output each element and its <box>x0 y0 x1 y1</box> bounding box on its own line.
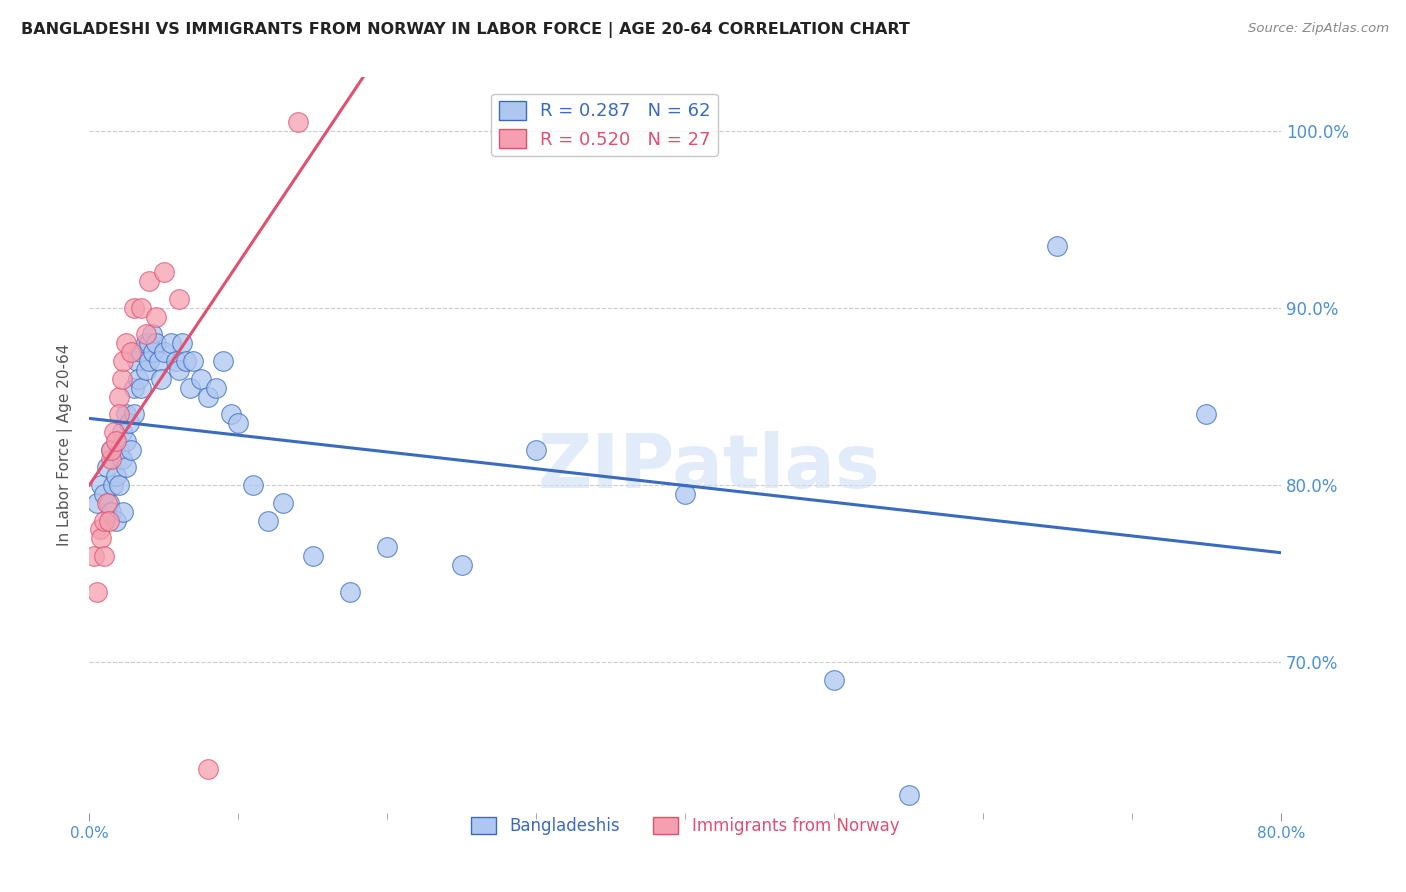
Point <box>219 407 242 421</box>
Point <box>897 789 920 803</box>
Point <box>1195 407 1218 421</box>
Point <box>118 416 141 430</box>
Point <box>339 584 361 599</box>
Point <box>120 345 142 359</box>
Point <box>112 505 135 519</box>
Point <box>524 442 547 457</box>
Point <box>148 354 170 368</box>
Point <box>1046 239 1069 253</box>
Point <box>100 442 122 457</box>
Point <box>167 292 190 306</box>
Point <box>138 274 160 288</box>
Point <box>160 336 183 351</box>
Point <box>823 673 845 688</box>
Point <box>152 345 174 359</box>
Point <box>197 390 219 404</box>
Point <box>149 372 172 386</box>
Point <box>170 336 193 351</box>
Point <box>174 354 197 368</box>
Point <box>122 407 145 421</box>
Point <box>183 354 205 368</box>
Point <box>101 478 124 492</box>
Point <box>89 523 111 537</box>
Point <box>115 460 138 475</box>
Point <box>90 532 112 546</box>
Point <box>120 442 142 457</box>
Point <box>127 372 149 386</box>
Point <box>257 514 280 528</box>
Point <box>96 460 118 475</box>
Point <box>138 336 160 351</box>
Point <box>179 381 201 395</box>
Point <box>129 345 152 359</box>
Point <box>167 363 190 377</box>
Point <box>97 514 120 528</box>
Point <box>108 390 131 404</box>
Point <box>226 416 249 430</box>
Point <box>115 336 138 351</box>
Legend: Bangladeshis, Immigrants from Norway: Bangladeshis, Immigrants from Norway <box>464 810 905 841</box>
Point <box>165 354 187 368</box>
Point <box>100 505 122 519</box>
Point <box>96 496 118 510</box>
Point <box>190 372 212 386</box>
Point <box>122 301 145 315</box>
Point <box>197 762 219 776</box>
Text: ZIPatlas: ZIPatlas <box>537 431 880 504</box>
Point <box>135 363 157 377</box>
Point <box>112 354 135 368</box>
Point <box>212 354 235 368</box>
Point <box>142 345 165 359</box>
Point <box>673 487 696 501</box>
Point <box>108 407 131 421</box>
Point <box>301 549 323 563</box>
Text: BANGLADESHI VS IMMIGRANTS FROM NORWAY IN LABOR FORCE | AGE 20-64 CORRELATION CHA: BANGLADESHI VS IMMIGRANTS FROM NORWAY IN… <box>21 22 910 38</box>
Point <box>86 496 108 510</box>
Point <box>135 327 157 342</box>
Point <box>108 478 131 492</box>
Point <box>138 354 160 368</box>
Point <box>86 584 108 599</box>
Point <box>271 496 294 510</box>
Point <box>103 425 125 439</box>
Point <box>83 549 105 563</box>
Point <box>93 514 115 528</box>
Point <box>108 442 131 457</box>
Point <box>145 336 167 351</box>
Point <box>115 407 138 421</box>
Point <box>204 381 226 395</box>
Point <box>135 336 157 351</box>
Point <box>97 496 120 510</box>
Point <box>141 327 163 342</box>
Point <box>115 434 138 448</box>
Point <box>111 425 134 439</box>
Point <box>125 354 148 368</box>
Text: Source: ZipAtlas.com: Source: ZipAtlas.com <box>1249 22 1389 36</box>
Point <box>100 442 122 457</box>
Y-axis label: In Labor Force | Age 20-64: In Labor Force | Age 20-64 <box>58 344 73 547</box>
Point <box>152 265 174 279</box>
Point <box>450 558 472 572</box>
Point <box>93 549 115 563</box>
Point <box>122 381 145 395</box>
Point <box>129 301 152 315</box>
Point <box>111 372 134 386</box>
Point <box>242 478 264 492</box>
Point <box>90 478 112 492</box>
Point <box>104 434 127 448</box>
Point <box>100 451 122 466</box>
Point <box>145 310 167 324</box>
Point <box>104 514 127 528</box>
Point <box>287 115 309 129</box>
Point <box>93 487 115 501</box>
Point <box>104 469 127 483</box>
Point <box>375 540 398 554</box>
Point <box>111 451 134 466</box>
Point <box>129 381 152 395</box>
